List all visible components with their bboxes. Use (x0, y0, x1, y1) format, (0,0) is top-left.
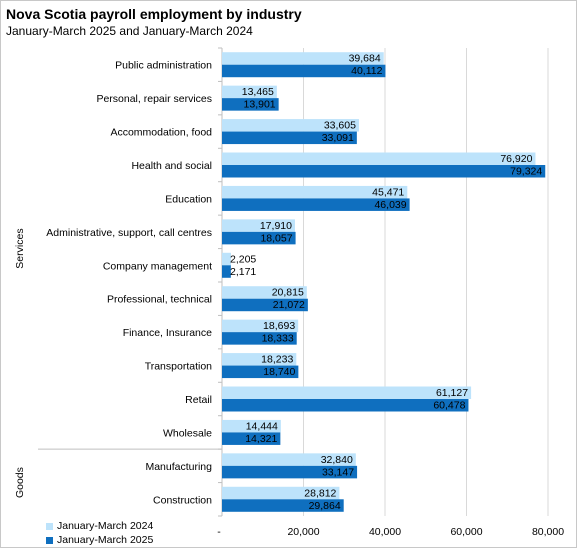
bar (222, 353, 297, 366)
chart-title: Nova Scotia payroll employment by indust… (6, 6, 302, 22)
x-tick-label: 20,000 (287, 526, 319, 538)
category-label: Finance, Insurance (123, 327, 212, 339)
bar (222, 85, 277, 99)
category-label: Professional, technical (107, 294, 212, 306)
x-tick-label: 80,000 (532, 526, 564, 538)
bar (222, 286, 307, 299)
bar (222, 432, 281, 445)
data-label: 13,901 (244, 99, 276, 111)
data-label: 76,920 (500, 153, 532, 165)
data-label: 18,333 (262, 333, 294, 345)
data-label: 60,478 (433, 400, 465, 412)
bar (222, 453, 356, 466)
legend-item-2024: January-March 2024 (46, 520, 153, 532)
data-label: 79,324 (510, 166, 542, 178)
data-label: 18,693 (263, 320, 295, 332)
x-tick-label: 40,000 (369, 526, 401, 538)
bar (222, 231, 296, 245)
category-label: Manufacturing (145, 461, 212, 473)
bar (222, 419, 281, 433)
bar (222, 165, 546, 178)
data-label: 46,039 (374, 199, 406, 211)
data-label: 2,171 (230, 266, 256, 278)
data-label: 29,864 (309, 500, 341, 512)
data-label: 33,091 (322, 132, 354, 144)
data-label: 2,205 (230, 253, 256, 265)
bar (222, 52, 384, 65)
x-tick-label: - (217, 526, 221, 538)
group-label: Services (14, 228, 26, 268)
bar (222, 64, 386, 78)
group-label: Goods (14, 467, 26, 498)
category-label: Public administration (115, 60, 212, 72)
category-label: Company management (103, 260, 212, 272)
legend-item-2025: January-March 2025 (46, 534, 153, 546)
bar (222, 98, 279, 111)
category-label: Wholesale (163, 427, 212, 439)
data-label: 32,840 (321, 454, 353, 466)
category-label: Health and social (131, 160, 212, 172)
bar (222, 399, 469, 412)
category-label: Administrative, support, call centres (46, 227, 212, 239)
bar (222, 486, 340, 500)
bar (222, 252, 231, 266)
data-label: 33,605 (324, 120, 356, 132)
category-label: Accommodation, food (110, 127, 212, 139)
bar (222, 219, 295, 232)
bar (222, 319, 299, 333)
data-label: 33,147 (322, 466, 354, 478)
bar (222, 265, 231, 278)
data-label: 14,444 (246, 420, 278, 432)
data-label: 14,321 (245, 433, 277, 445)
bar (222, 185, 408, 199)
x-tick-label: 60,000 (450, 526, 482, 538)
data-label: 39,684 (349, 53, 381, 65)
category-label: Construction (153, 494, 212, 506)
data-label: 61,127 (436, 387, 468, 399)
bar (222, 499, 344, 512)
legend-swatch-2025 (46, 536, 53, 544)
data-label: 17,910 (260, 220, 292, 232)
bar (222, 332, 297, 345)
category-label: Personal, repair services (96, 93, 212, 105)
legend-label-2024: January-March 2024 (57, 520, 154, 532)
data-label: 21,072 (273, 299, 305, 311)
data-label: 18,057 (260, 232, 292, 244)
bar (222, 386, 472, 399)
data-label: 18,740 (263, 366, 295, 378)
category-label: Education (165, 193, 212, 205)
bar (222, 298, 308, 312)
legend-swatch-2024 (46, 522, 53, 530)
data-label: 40,112 (351, 65, 382, 77)
chart-subtitle: January-March 2025 and January-March 202… (6, 24, 253, 38)
data-label: 20,815 (272, 287, 304, 299)
data-label: 18,233 (261, 354, 293, 366)
category-label: Transportation (145, 361, 212, 373)
bar (222, 131, 357, 145)
bar (222, 152, 536, 165)
data-label: 28,812 (304, 487, 336, 499)
bar (222, 365, 299, 379)
category-label: Retail (185, 394, 212, 406)
data-label: 13,465 (242, 86, 274, 98)
bar (222, 465, 358, 479)
legend-label-2025: January-March 2025 (57, 534, 154, 546)
data-label: 45,471 (372, 186, 404, 198)
bar (222, 119, 359, 132)
bar (222, 198, 410, 211)
